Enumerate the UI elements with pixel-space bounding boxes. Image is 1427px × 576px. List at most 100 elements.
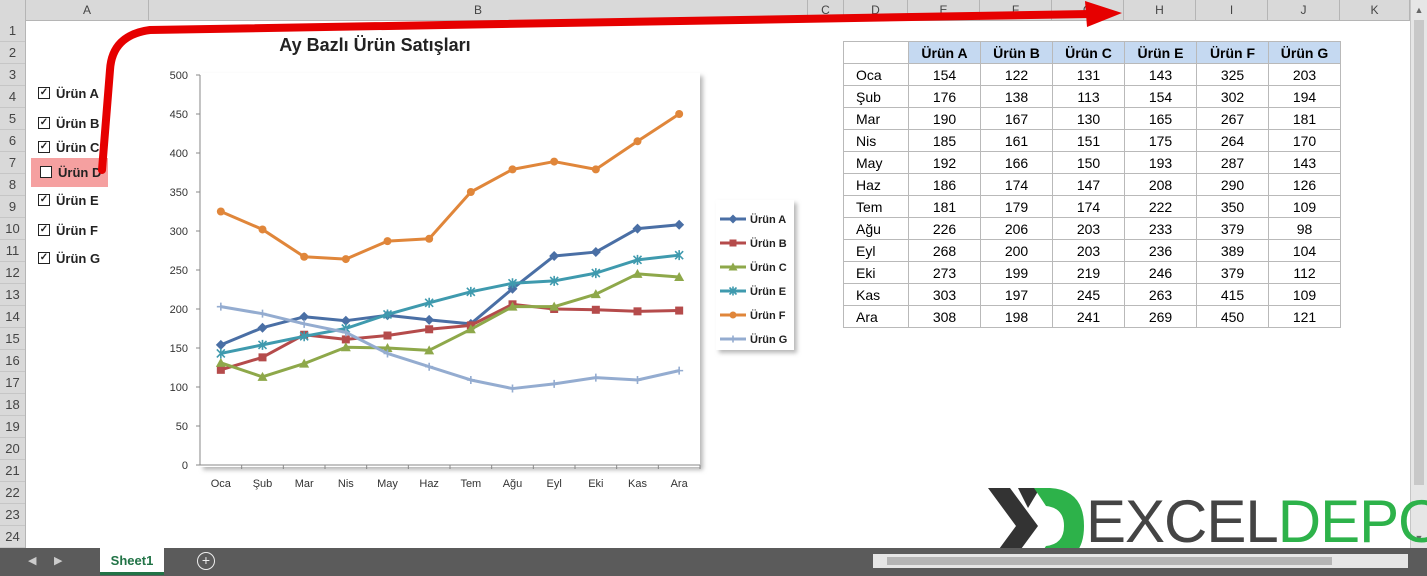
- table-value-cell[interactable]: 121: [1268, 305, 1341, 328]
- data-point-marker[interactable]: [728, 214, 738, 224]
- data-point-marker[interactable]: [728, 286, 738, 296]
- column-header-b[interactable]: B: [149, 0, 808, 20]
- series-line[interactable]: [220, 253, 680, 355]
- scroll-down-icon[interactable]: ▼: [1414, 533, 1424, 543]
- table-value-cell[interactable]: 109: [1268, 283, 1341, 306]
- legend-entry[interactable]: Ürün G: [720, 333, 787, 346]
- table-value-cell[interactable]: 208: [1124, 173, 1197, 196]
- series-line[interactable]: [220, 223, 680, 347]
- row-header[interactable]: 17: [0, 372, 25, 394]
- row-header[interactable]: 3: [0, 64, 25, 86]
- table-value-cell[interactable]: 268: [908, 239, 981, 262]
- table-value-cell[interactable]: 226: [908, 217, 981, 240]
- data-point-marker[interactable]: [424, 345, 435, 355]
- data-point-marker[interactable]: [675, 306, 684, 315]
- data-point-marker[interactable]: [549, 250, 560, 261]
- table-value-cell[interactable]: 246: [1124, 261, 1197, 284]
- table-value-cell[interactable]: 179: [980, 195, 1053, 218]
- data-point-marker[interactable]: [258, 225, 267, 234]
- data-point-marker[interactable]: [258, 309, 267, 318]
- table-value-cell[interactable]: 199: [980, 261, 1053, 284]
- vertical-scrollbar[interactable]: ▲ ▼: [1410, 0, 1427, 548]
- data-point-marker[interactable]: [299, 331, 309, 342]
- table-value-cell[interactable]: 151: [1052, 129, 1125, 152]
- column-header-a[interactable]: A: [26, 0, 149, 20]
- data-point-marker[interactable]: [633, 375, 642, 384]
- data-point-marker[interactable]: [507, 301, 518, 311]
- table-value-cell[interactable]: 130: [1052, 107, 1125, 130]
- table-value-cell[interactable]: 112: [1268, 261, 1341, 284]
- data-point-marker[interactable]: [632, 223, 643, 234]
- data-point-marker[interactable]: [424, 297, 434, 308]
- table-value-cell[interactable]: 450: [1196, 305, 1269, 328]
- table-value-cell[interactable]: 302: [1196, 85, 1269, 108]
- data-point-marker[interactable]: [728, 262, 738, 271]
- data-point-marker[interactable]: [674, 272, 685, 282]
- add-sheet-icon[interactable]: +: [197, 552, 215, 570]
- row-header[interactable]: 13: [0, 284, 25, 306]
- table-value-cell[interactable]: 126: [1268, 173, 1341, 196]
- data-point-marker[interactable]: [550, 379, 559, 388]
- table-value-cell[interactable]: 287: [1196, 151, 1269, 174]
- row-header[interactable]: 1: [0, 20, 25, 42]
- table-value-cell[interactable]: 200: [980, 239, 1053, 262]
- table-value-cell[interactable]: 186: [908, 173, 981, 196]
- select-all-corner[interactable]: [0, 0, 26, 20]
- data-point-marker[interactable]: [465, 324, 476, 334]
- table-month-cell[interactable]: Tem: [843, 195, 909, 218]
- table-value-cell[interactable]: 161: [980, 129, 1053, 152]
- table-header-cell[interactable]: Ürün A: [908, 41, 981, 64]
- data-point-marker[interactable]: [729, 239, 737, 247]
- column-header-d[interactable]: D: [844, 0, 908, 20]
- data-point-marker[interactable]: [383, 331, 392, 340]
- table-value-cell[interactable]: 122: [980, 63, 1053, 86]
- table-value-cell[interactable]: 185: [908, 129, 981, 152]
- data-point-marker[interactable]: [674, 250, 684, 261]
- table-value-cell[interactable]: 154: [1124, 85, 1197, 108]
- data-point-marker[interactable]: [549, 301, 560, 311]
- table-value-cell[interactable]: 264: [1196, 129, 1269, 152]
- table-month-cell[interactable]: Nis: [843, 129, 909, 152]
- legend-entry[interactable]: Ürün E: [720, 285, 786, 298]
- data-point-marker[interactable]: [257, 322, 268, 333]
- series-line[interactable]: [220, 272, 680, 379]
- table-month-cell[interactable]: Mar: [843, 107, 909, 130]
- data-point-marker[interactable]: [591, 373, 600, 382]
- table-header-cell[interactable]: Ürün G: [1268, 41, 1341, 64]
- checkbox-checked-icon[interactable]: ✓: [38, 117, 50, 129]
- data-point-marker[interactable]: [299, 358, 310, 368]
- table-month-cell[interactable]: Eyl: [843, 239, 909, 262]
- data-point-marker[interactable]: [508, 165, 517, 174]
- data-point-marker[interactable]: [424, 314, 435, 325]
- data-point-marker[interactable]: [675, 366, 684, 375]
- table-value-cell[interactable]: 181: [908, 195, 981, 218]
- data-point-marker[interactable]: [257, 371, 268, 381]
- data-point-marker[interactable]: [300, 319, 309, 328]
- table-value-cell[interactable]: 154: [908, 63, 981, 86]
- data-point-marker[interactable]: [675, 110, 684, 118]
- row-header[interactable]: 22: [0, 482, 25, 504]
- table-value-cell[interactable]: 176: [908, 85, 981, 108]
- table-value-cell[interactable]: 203: [1052, 217, 1125, 240]
- table-value-cell[interactable]: 236: [1124, 239, 1197, 262]
- data-point-marker[interactable]: [591, 165, 600, 174]
- series-ürün-g[interactable]: [216, 302, 684, 393]
- column-header-g[interactable]: G: [1052, 0, 1124, 20]
- table-value-cell[interactable]: 193: [1124, 151, 1197, 174]
- vertical-scroll-thumb[interactable]: [1414, 20, 1424, 485]
- data-point-marker[interactable]: [632, 254, 643, 265]
- table-value-cell[interactable]: 174: [1052, 195, 1125, 218]
- sheet-tab-sheet1[interactable]: Sheet1: [100, 548, 164, 575]
- row-header[interactable]: 10: [0, 218, 25, 240]
- data-point-marker[interactable]: [549, 275, 559, 286]
- data-point-marker[interactable]: [341, 255, 350, 264]
- legend-entry[interactable]: Ürün C: [720, 261, 787, 274]
- data-point-marker[interactable]: [508, 384, 517, 393]
- table-value-cell[interactable]: 138: [980, 85, 1053, 108]
- row-header[interactable]: 9: [0, 196, 25, 218]
- table-month-cell[interactable]: Oca: [843, 63, 909, 86]
- checkbox-urun-1[interactable]: ✓ Ürün B: [38, 112, 99, 134]
- data-point-marker[interactable]: [383, 349, 392, 358]
- table-value-cell[interactable]: 290: [1196, 173, 1269, 196]
- data-point-marker[interactable]: [216, 207, 225, 216]
